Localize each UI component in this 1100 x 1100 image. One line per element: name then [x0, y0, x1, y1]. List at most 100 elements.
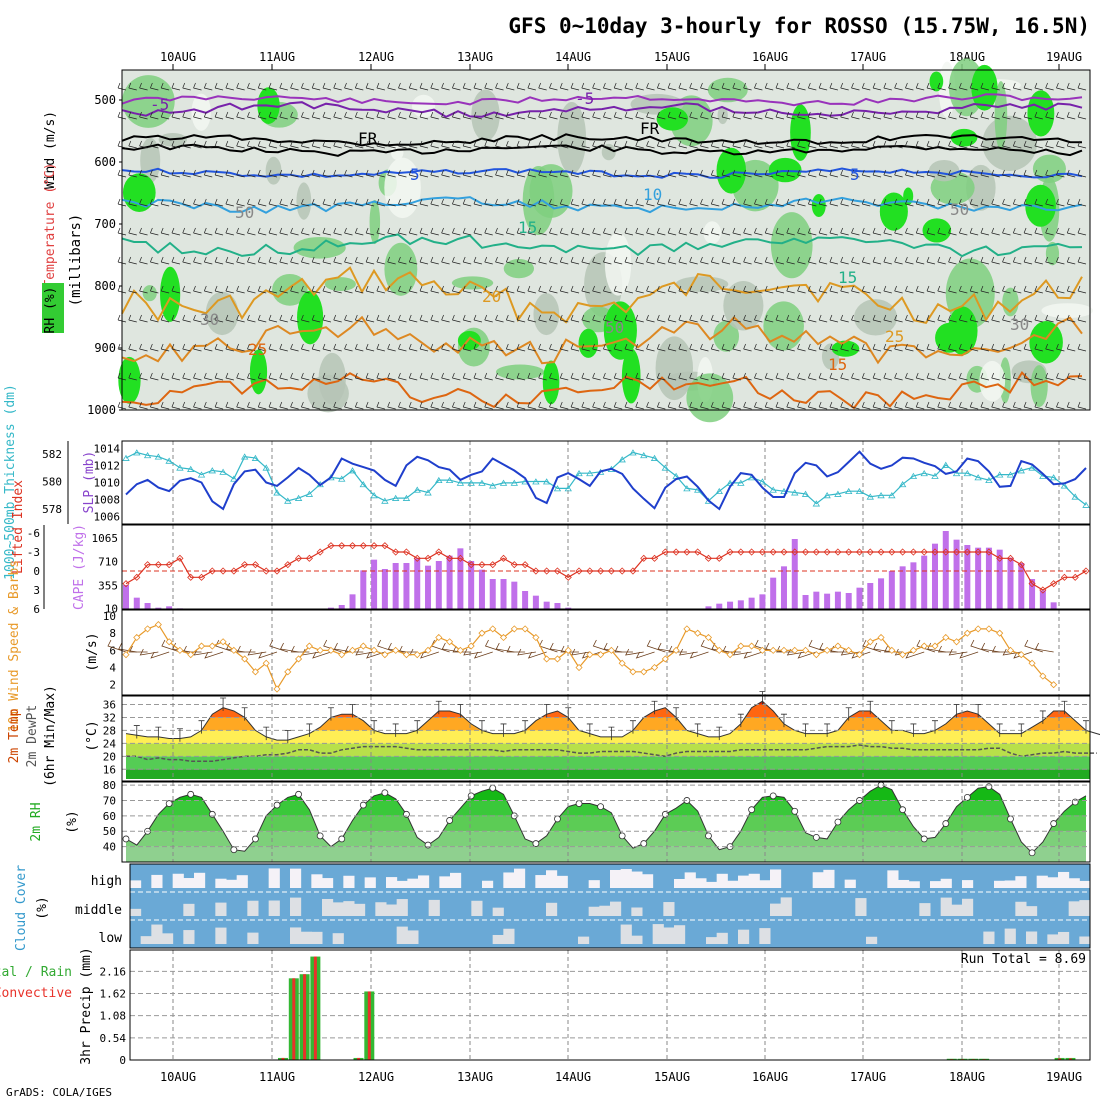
- wind-barb: [398, 256, 407, 265]
- wind-barb: [872, 169, 882, 178]
- wind-barb: [1045, 140, 1054, 149]
- wind-barb: [592, 111, 601, 120]
- wind-barb: [1077, 111, 1087, 120]
- wind-barb: [667, 227, 677, 236]
- wind-barb: [398, 285, 407, 294]
- wind-barb: [959, 227, 968, 236]
- lifted-index-point: [769, 548, 777, 556]
- rh-high-patch: [118, 356, 141, 404]
- wind-barb: [387, 198, 396, 207]
- wind-barb: [473, 314, 483, 323]
- wind-barb: [549, 343, 558, 352]
- wind-barb: [937, 82, 946, 91]
- minmax-whisker: [155, 726, 162, 741]
- cloud-cell: [1004, 880, 1016, 888]
- wind-barb: [603, 285, 612, 294]
- wind-barb: [959, 401, 968, 410]
- wind-barb: [797, 111, 806, 120]
- wind-barb: [926, 285, 936, 294]
- wind-barb: [452, 285, 461, 294]
- wind-barb: [268, 314, 278, 323]
- wind-barb: [1034, 256, 1043, 265]
- wind-barb: [894, 198, 903, 207]
- wind-barb: [646, 314, 655, 323]
- wind-barb: [570, 111, 580, 120]
- wind-barb: [894, 401, 903, 410]
- wind-barb: [1023, 111, 1033, 120]
- dewpt-axis-label: 2m DewPt: [25, 705, 40, 768]
- wind-speed-point: [359, 642, 367, 650]
- wind-barb: [991, 227, 1000, 236]
- wind-barb: [333, 343, 342, 352]
- wind-barb: [851, 82, 860, 91]
- wind-barb: [926, 314, 936, 323]
- lifted-index-point: [122, 580, 130, 588]
- wind-barb: [905, 372, 914, 381]
- wind-barb: [452, 314, 461, 323]
- wind-barb: [851, 140, 860, 149]
- wind-barb: [150, 227, 159, 236]
- wind-barb: [430, 82, 439, 91]
- wind-barb: [829, 256, 838, 265]
- wind-barb: [775, 169, 785, 178]
- wind-barb: [354, 82, 364, 91]
- minmax-whisker: [845, 707, 852, 721]
- wind-barb: [808, 169, 817, 178]
- lifted-index-point: [618, 567, 626, 575]
- slp-tick-label: 1010: [94, 477, 121, 490]
- wind-barb: [808, 372, 817, 381]
- wind-barb: [829, 111, 838, 120]
- rh-contour-patch: [928, 159, 960, 182]
- wind-speed-point: [748, 642, 756, 650]
- pressure-tick-label: 900: [94, 341, 116, 355]
- wind-barb: [150, 314, 159, 323]
- minmax-whisker: [629, 720, 636, 734]
- thickness-point: [370, 492, 378, 499]
- wind-barb: [128, 227, 137, 236]
- wind-speed-point: [381, 651, 389, 659]
- wind-barb: [657, 82, 666, 91]
- wind-speed-point: [855, 651, 864, 659]
- cape-bar: [705, 606, 712, 609]
- wind-barb: [257, 372, 267, 381]
- wind-barb: [948, 648, 968, 656]
- lifted-index-point: [1017, 561, 1025, 569]
- wind-barb: [592, 372, 601, 381]
- rh-tick-label: 80: [103, 779, 116, 792]
- wind-barb: [1056, 169, 1065, 178]
- cloud-cell: [738, 929, 750, 944]
- wind-barb: [139, 198, 148, 207]
- wind-barb: [505, 82, 515, 91]
- wind-speed-point: [413, 651, 421, 659]
- wind-barb: [1023, 140, 1033, 149]
- wind-barb: [808, 314, 817, 323]
- rh-point: [963, 793, 971, 801]
- wind-barb: [182, 256, 191, 265]
- wind-barb: [775, 314, 785, 323]
- wind-barb: [150, 285, 159, 294]
- wind-speed-point: [812, 651, 820, 659]
- wind-barb: [559, 285, 569, 294]
- wind-barb: [333, 642, 353, 653]
- wind-barb: [829, 227, 838, 236]
- lifted-index-point: [963, 548, 971, 556]
- minmax-whisker: [953, 704, 960, 718]
- rh-contour-patch: [1032, 154, 1066, 183]
- wind-barb: [689, 140, 698, 149]
- wind-barb: [1045, 198, 1054, 207]
- cloud-cell: [855, 898, 867, 916]
- cloud-cell: [1047, 877, 1059, 888]
- wind-barb: [1034, 343, 1043, 352]
- wind-barb: [484, 343, 493, 352]
- cloud-cell: [1015, 876, 1027, 888]
- wind-barb: [354, 256, 364, 265]
- wind-barb: [570, 227, 580, 236]
- wind-barb: [1023, 314, 1033, 323]
- isotherm-line: [121, 370, 1083, 410]
- wind-barb: [1045, 227, 1054, 236]
- wind-barb: [570, 314, 580, 323]
- wind-barb: [247, 285, 256, 294]
- thickness-point: [338, 475, 346, 482]
- cape-bar: [144, 603, 151, 609]
